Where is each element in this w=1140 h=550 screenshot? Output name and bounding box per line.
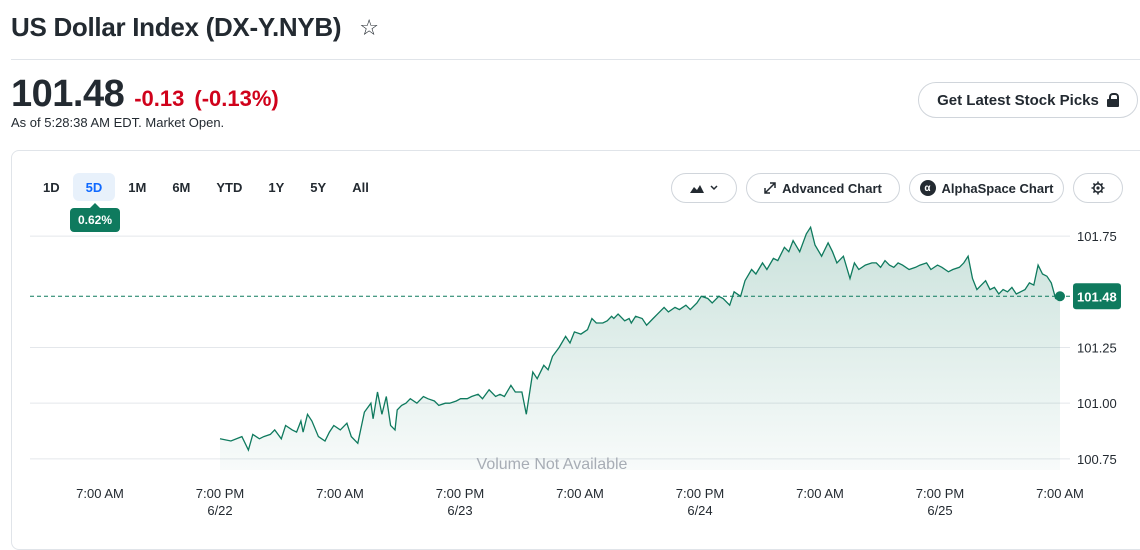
stock-picks-button[interactable]: Get Latest Stock Picks [918, 82, 1138, 118]
x-tick-time: 7:00 PM [196, 486, 244, 501]
price-change-percent: (-0.13%) [194, 86, 279, 111]
advanced-chart-label: Advanced Chart [782, 180, 882, 196]
range-tab-1m[interactable]: 1M [128, 179, 147, 195]
page-title-text: US Dollar Index (DX-Y.NYB) [11, 12, 342, 42]
market-status: As of 5:28:38 AM EDT. Market Open. [11, 115, 225, 130]
price-area [220, 227, 1060, 470]
quote-header: 101.48 -0.13 (-0.13%) [11, 73, 279, 116]
volume-note: Volume Not Available [477, 456, 628, 473]
x-tick-date: 6/23 [447, 503, 472, 518]
x-tick-date: 6/25 [927, 503, 952, 518]
y-tick-label: 101.25 [1077, 341, 1117, 356]
x-tick-date: 6/22 [207, 503, 232, 518]
price-chart[interactable]: 101.48 Volume Not Available 101.75 101.25… [0, 0, 1140, 521]
x-tick-time: 7:00 AM [316, 486, 364, 501]
price-line [219, 225, 1061, 452]
x-tick-time: 7:00 AM [76, 486, 124, 501]
x-tick-time: 7:00 AM [1036, 486, 1084, 501]
stock-picks-label: Get Latest Stock Picks [937, 91, 1099, 109]
current-price: 101.48 [11, 73, 125, 115]
gear-icon [1091, 181, 1105, 195]
header-divider [11, 59, 1140, 60]
x-tick-time: 7:00 PM [436, 486, 484, 501]
range-tab-1d[interactable]: 1D [43, 179, 60, 195]
advanced-chart-button[interactable]: Advanced Chart [746, 173, 900, 203]
range-tab-all[interactable]: All [352, 179, 369, 195]
alphaspace-chart-label: AlphaSpace Chart [941, 180, 1054, 196]
expand-icon [764, 182, 776, 194]
mountain-icon [690, 184, 704, 193]
lock-icon [1106, 93, 1119, 107]
settings-button[interactable] [1073, 173, 1123, 203]
range-tab-6m[interactable]: 6M [172, 179, 191, 195]
x-tick-date: 6/24 [687, 503, 712, 518]
x-tick-time: 7:00 AM [556, 486, 604, 501]
performance-badge: 0.62% [70, 203, 120, 232]
x-tick-time: 7:00 PM [676, 486, 724, 501]
last-price-dot [1055, 291, 1065, 302]
star-icon[interactable]: ☆ [359, 14, 379, 40]
range-tab-ytd[interactable]: YTD [216, 179, 243, 195]
range-tab-1y[interactable]: 1Y [268, 179, 285, 195]
y-tick-label: 101.75 [1077, 229, 1117, 244]
y-tick-label: 100.75 [1077, 452, 1117, 467]
current-price-tag-text: 101.48 [1077, 289, 1117, 304]
x-tick-time: 7:00 AM [796, 486, 844, 501]
current-price-tag: 101.48 [1073, 283, 1121, 310]
alphaspace-chart-button[interactable]: α AlphaSpace Chart [909, 173, 1064, 203]
price-change: -0.13 [134, 86, 185, 111]
alphaspace-icon: α [919, 180, 936, 196]
range-tab-5d[interactable]: 5D [72, 173, 116, 201]
y-tick-label: 101.00 [1077, 396, 1117, 411]
x-tick-time: 7:00 PM [916, 486, 964, 501]
range-tab-5y[interactable]: 5Y [310, 179, 327, 195]
range-selector: 1D 5D 1M 6M YTD 1Y 5Y All [30, 173, 382, 201]
page-title: US Dollar Index (DX-Y.NYB) ☆ [11, 12, 379, 43]
chevron-down-icon [710, 185, 718, 191]
chart-type-button[interactable] [671, 173, 737, 203]
